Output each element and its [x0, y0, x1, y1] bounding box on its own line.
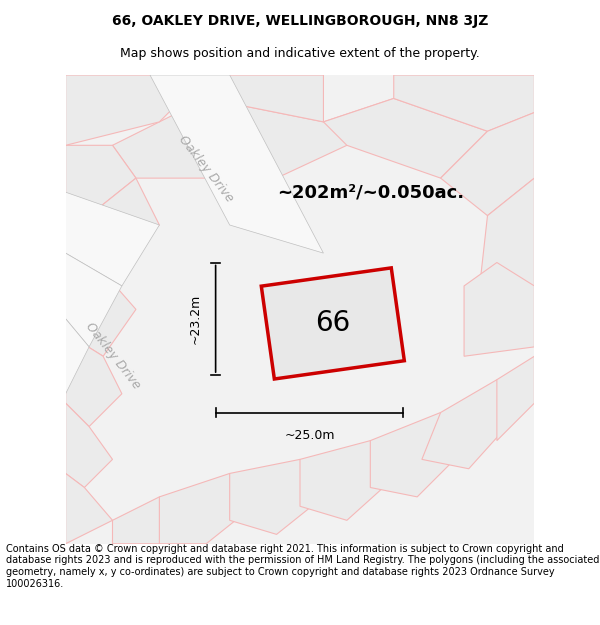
Polygon shape — [206, 98, 394, 178]
Text: 66: 66 — [315, 309, 350, 338]
Polygon shape — [464, 262, 535, 356]
Polygon shape — [150, 75, 323, 253]
Text: ~23.2m: ~23.2m — [188, 294, 202, 344]
Text: ~202m²/~0.050ac.: ~202m²/~0.050ac. — [277, 183, 464, 201]
Polygon shape — [497, 356, 535, 441]
Polygon shape — [65, 474, 113, 544]
Text: Oakley Drive: Oakley Drive — [83, 321, 142, 392]
Polygon shape — [65, 178, 160, 272]
Polygon shape — [422, 379, 511, 469]
Polygon shape — [262, 268, 404, 379]
Polygon shape — [65, 192, 160, 286]
Text: Contains OS data © Crown copyright and database right 2021. This information is : Contains OS data © Crown copyright and d… — [6, 544, 599, 589]
Polygon shape — [65, 332, 122, 426]
Text: Map shows position and indicative extent of the property.: Map shows position and indicative extent… — [120, 48, 480, 61]
Polygon shape — [230, 459, 323, 534]
Polygon shape — [370, 412, 464, 497]
Text: ~25.0m: ~25.0m — [284, 429, 335, 442]
Polygon shape — [206, 75, 323, 122]
Text: Oakley Drive: Oakley Drive — [176, 133, 236, 204]
Polygon shape — [113, 98, 323, 178]
Polygon shape — [394, 75, 535, 131]
Polygon shape — [300, 441, 394, 520]
Text: 66, OAKLEY DRIVE, WELLINGBOROUGH, NN8 3JZ: 66, OAKLEY DRIVE, WELLINGBOROUGH, NN8 3J… — [112, 14, 488, 28]
Polygon shape — [323, 98, 487, 178]
Polygon shape — [113, 497, 206, 544]
Polygon shape — [65, 272, 136, 356]
Polygon shape — [65, 253, 122, 347]
Polygon shape — [440, 112, 535, 216]
Polygon shape — [478, 178, 535, 300]
Polygon shape — [65, 145, 136, 216]
Polygon shape — [65, 403, 113, 488]
Polygon shape — [160, 474, 253, 544]
Polygon shape — [65, 75, 206, 145]
Polygon shape — [65, 319, 89, 394]
